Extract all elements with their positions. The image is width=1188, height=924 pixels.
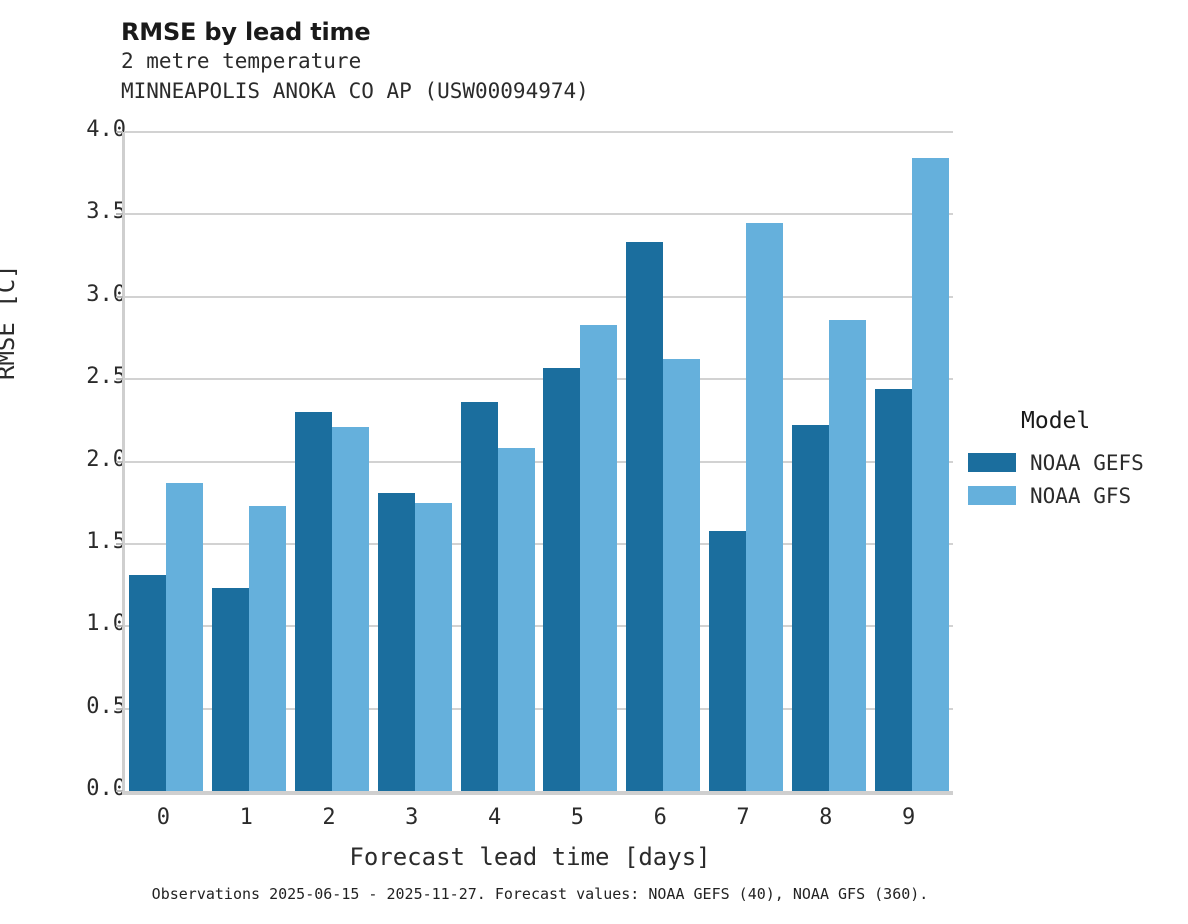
x-tick-label: 7 [736, 805, 750, 830]
bar [709, 530, 746, 791]
gridline [125, 378, 953, 381]
legend-title: Model [1021, 408, 1091, 434]
bar [212, 588, 250, 791]
title-block: RMSE by lead time 2 metre temperature MI… [121, 18, 981, 106]
bar [166, 482, 204, 791]
bar [791, 425, 829, 791]
legend: Model NOAA GEFS NOAA GFS [968, 408, 1183, 512]
legend-item-label: NOAA GEFS [1030, 450, 1144, 475]
x-tick-label: 9 [901, 805, 916, 830]
y-tick-label: 3.5 [86, 199, 126, 225]
plot-area [116, 131, 953, 795]
x-axis-title: Forecast lead time [days] [349, 843, 711, 871]
y-tick-label: 0.5 [86, 693, 126, 719]
gridline [125, 295, 953, 298]
y-tick-label: 0.0 [86, 776, 126, 801]
y-tick-mark [116, 542, 123, 545]
legend-item-label: NOAA GFS [1030, 483, 1132, 508]
legend-item[interactable]: NOAA GEFS [968, 446, 1183, 479]
bar [663, 359, 701, 791]
gridline [125, 542, 953, 545]
y-tick-mark [116, 378, 123, 381]
x-axis-baseline [122, 791, 953, 795]
legend-entries: NOAA GEFS NOAA GFS [968, 446, 1183, 512]
legend-swatch-icon [968, 453, 1016, 472]
bar [295, 412, 332, 791]
x-tick-label: 8 [819, 805, 833, 830]
gridline [125, 625, 953, 628]
y-tick-mark [116, 707, 123, 710]
gridline [125, 131, 953, 133]
gridline [125, 460, 953, 463]
plot-inner [116, 131, 953, 792]
bar [543, 367, 581, 791]
bar [414, 502, 452, 791]
page-title: RMSE by lead time [121, 18, 371, 46]
x-tick-label: 3 [405, 805, 419, 830]
x-tick-label: 4 [487, 805, 502, 830]
x-tick-label: 0 [156, 805, 171, 830]
y-tick-label: 2.0 [86, 446, 126, 472]
y-tick-label: 3.0 [86, 281, 126, 307]
x-tick-label: 6 [653, 805, 667, 830]
y-tick-label: 2.5 [86, 364, 126, 390]
bar [580, 324, 618, 791]
bar [497, 448, 535, 791]
y-tick-mark [116, 213, 123, 216]
legend-swatch-icon [968, 486, 1016, 505]
bar [249, 505, 287, 791]
subtitle-station: MINNEAPOLIS ANOKA CO AP (USW00094974) [121, 79, 589, 103]
x-tick-label: 1 [239, 805, 253, 830]
y-tick-mark [116, 295, 123, 298]
y-tick-label: 1.0 [86, 611, 126, 637]
y-tick-mark [116, 625, 123, 628]
bar [874, 389, 912, 791]
x-tick-label: 2 [322, 805, 336, 830]
bar [377, 492, 415, 791]
bar [911, 158, 949, 791]
gridline [125, 213, 953, 216]
y-tick-mark [116, 131, 123, 133]
y-axis-title: RMSE [C] [0, 264, 20, 380]
y-tick-label: 1.5 [86, 528, 126, 554]
y-tick-mark [116, 790, 123, 792]
bar [828, 319, 866, 791]
legend-item[interactable]: NOAA GFS [968, 479, 1183, 512]
chart-caption: Observations 2025-06-15 - 2025-11-27. Fo… [151, 885, 929, 903]
x-tick-label: 5 [570, 805, 585, 830]
bar [332, 426, 369, 791]
bar [460, 402, 498, 791]
gridline [125, 707, 953, 710]
bar [746, 222, 783, 791]
subtitle-variable: 2 metre temperature [121, 49, 362, 73]
y-tick-mark [116, 460, 123, 463]
bar [626, 242, 664, 791]
bar [129, 575, 167, 791]
y-tick-label: 4.0 [86, 117, 126, 142]
